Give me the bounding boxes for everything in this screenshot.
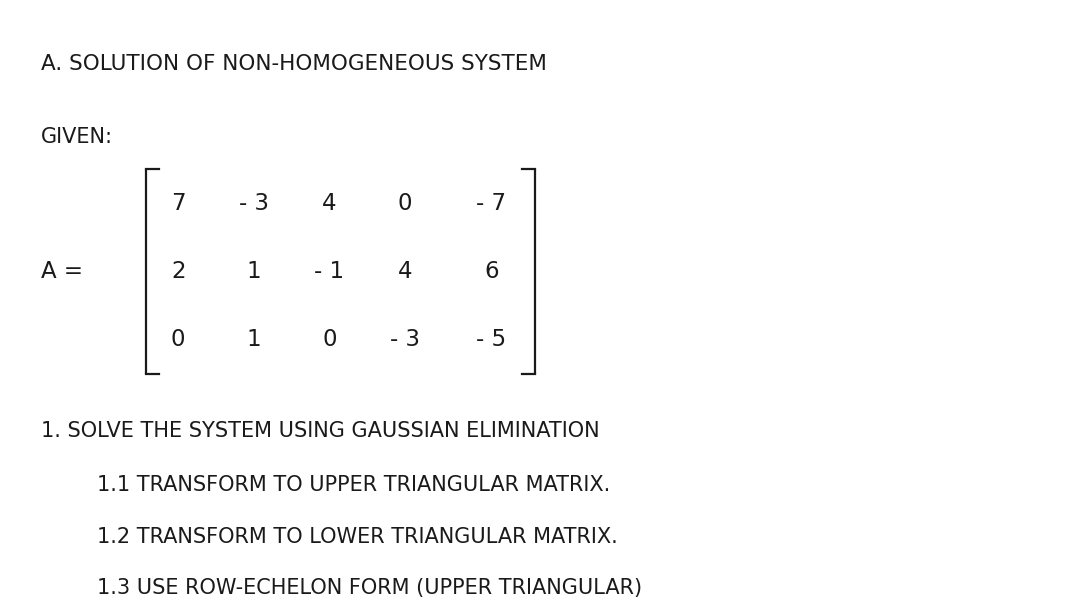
Text: - 1: - 1 — [314, 260, 345, 283]
Text: 4: 4 — [322, 192, 337, 215]
Text: 7: 7 — [171, 192, 186, 215]
Text: 4: 4 — [397, 260, 413, 283]
Text: 2: 2 — [171, 260, 186, 283]
Text: A =: A = — [41, 260, 83, 283]
Text: 1. SOLVE THE SYSTEM USING GAUSSIAN ELIMINATION: 1. SOLVE THE SYSTEM USING GAUSSIAN ELIMI… — [41, 421, 599, 441]
Text: 6: 6 — [484, 260, 499, 283]
Text: - 5: - 5 — [476, 327, 507, 350]
Text: GIVEN:: GIVEN: — [41, 127, 113, 147]
Text: 0: 0 — [322, 327, 337, 350]
Text: 0: 0 — [171, 327, 186, 350]
Text: 1.2 TRANSFORM TO LOWER TRIANGULAR MATRIX.: 1.2 TRANSFORM TO LOWER TRIANGULAR MATRIX… — [97, 526, 618, 547]
Text: 0: 0 — [397, 192, 413, 215]
Text: 1.1 TRANSFORM TO UPPER TRIANGULAR MATRIX.: 1.1 TRANSFORM TO UPPER TRIANGULAR MATRIX… — [97, 475, 610, 496]
Text: - 3: - 3 — [239, 192, 269, 215]
Text: A. SOLUTION OF NON-HOMOGENEOUS SYSTEM: A. SOLUTION OF NON-HOMOGENEOUS SYSTEM — [41, 54, 546, 74]
Text: - 7: - 7 — [476, 192, 507, 215]
Text: 1: 1 — [246, 327, 261, 350]
Text: 1.3 USE ROW-ECHELON FORM (UPPER TRIANGULAR): 1.3 USE ROW-ECHELON FORM (UPPER TRIANGUL… — [97, 578, 643, 598]
Text: 1: 1 — [246, 260, 261, 283]
Text: - 3: - 3 — [390, 327, 420, 350]
